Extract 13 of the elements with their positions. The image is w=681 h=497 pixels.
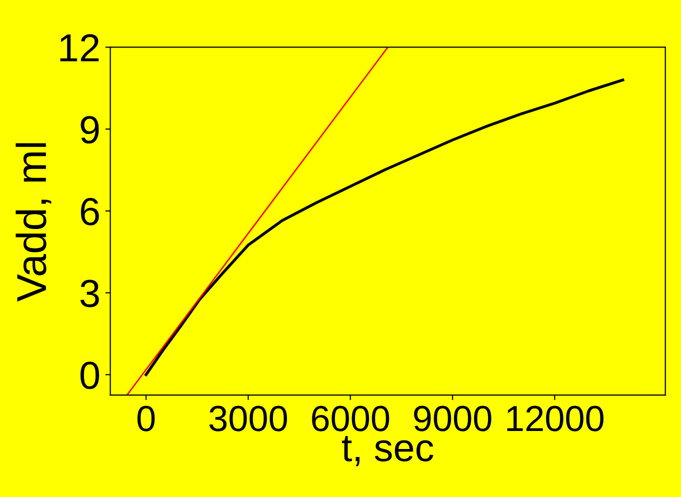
x-tick-label: 3000 <box>209 406 287 432</box>
y-tick-label: 0 <box>80 362 100 390</box>
y-tick-label: 3 <box>80 280 99 308</box>
line-series <box>144 78 624 376</box>
y-tick-label: 12 <box>60 34 99 62</box>
x-tick-label: 0 <box>137 406 155 432</box>
y-axis-title: Vadd, ml <box>16 143 52 302</box>
y-tick-label: 6 <box>80 198 99 226</box>
y-tick-label: 9 <box>80 116 99 144</box>
x-tick-label: 6000 <box>312 406 390 432</box>
x-axis-title: t, sec <box>342 436 434 466</box>
x-tick-label: 9000 <box>414 406 492 432</box>
x-tick-label: 12000 <box>507 406 604 432</box>
